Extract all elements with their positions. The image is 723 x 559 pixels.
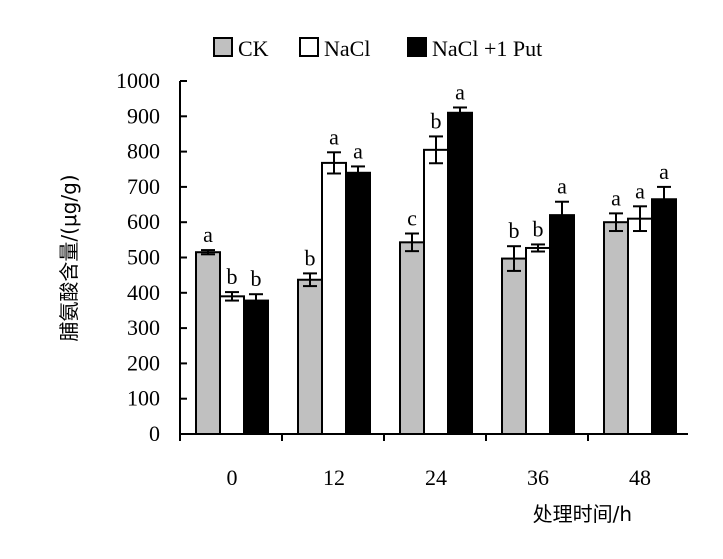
y-tick-label-0: 0 xyxy=(149,421,160,446)
error-bar-3-48 xyxy=(657,185,671,213)
bar-1-24 xyxy=(399,241,425,435)
error-bar-3-0 xyxy=(249,293,263,308)
y-tick-label-500: 500 xyxy=(127,245,160,270)
legend-swatch-2 xyxy=(299,37,319,57)
significance-letter-1-0: a xyxy=(203,222,213,247)
legend-label-3: NaCl +1 Put xyxy=(432,36,542,61)
bar-3-0 xyxy=(243,299,269,436)
x-tick-label-24: 24 xyxy=(425,465,447,490)
significance-letter-1-36: b xyxy=(509,218,520,243)
y-tick-label-300: 300 xyxy=(127,315,160,340)
error-bar-2-12 xyxy=(327,151,341,175)
significance-letter-3-36: a xyxy=(557,174,567,199)
error-bar-2-48 xyxy=(633,205,647,233)
y-tick-label-700: 700 xyxy=(127,174,160,199)
error-bar-1-12 xyxy=(303,272,317,288)
error-bar-3-24 xyxy=(453,106,467,120)
significance-letter-1-12: b xyxy=(305,245,316,270)
error-bar-1-36 xyxy=(507,245,521,272)
y-tick-label-800: 800 xyxy=(127,139,160,164)
y-tick-label-200: 200 xyxy=(127,350,160,375)
significance-letter-1-48: a xyxy=(611,185,621,210)
significance-letter-2-48: a xyxy=(635,178,645,203)
bar-1-48 xyxy=(603,221,629,435)
bar-3-48 xyxy=(651,198,677,435)
bar-2-12 xyxy=(321,161,347,435)
legend: CK NaCl NaCl +1 Put xyxy=(213,36,542,61)
bar-1-0 xyxy=(195,251,221,435)
legend-swatch-1 xyxy=(213,37,233,57)
significance-letter-3-24: a xyxy=(455,79,465,104)
significance-letter-2-24: b xyxy=(431,108,442,133)
error-bar-1-24 xyxy=(405,232,419,253)
error-bar-3-12 xyxy=(351,165,365,181)
bar-3-24 xyxy=(447,111,473,436)
x-tick-label-48: 48 xyxy=(629,465,651,490)
error-bar-2-24 xyxy=(429,135,443,165)
x-tick-label-0: 0 xyxy=(227,465,238,490)
error-bar-1-0 xyxy=(201,249,215,256)
significance-letter-3-12: a xyxy=(353,138,363,163)
y-tick-label-100: 100 xyxy=(127,386,160,411)
significance-letter-2-36: b xyxy=(533,216,544,241)
y-tick-label-400: 400 xyxy=(127,280,160,305)
plot-area: abcbababbabaaaa0100200300400500600700800… xyxy=(116,68,688,490)
error-bar-2-0 xyxy=(225,291,239,302)
significance-letter-3-48: a xyxy=(659,159,669,184)
legend-label-2: NaCl xyxy=(324,36,370,61)
bar-3-12 xyxy=(345,171,371,435)
error-bar-1-48 xyxy=(609,212,623,233)
significance-letter-2-12: a xyxy=(329,124,339,149)
significance-letter-1-24: c xyxy=(407,205,417,230)
bar-2-24 xyxy=(423,148,449,436)
x-tick-label-36: 36 xyxy=(527,465,549,490)
error-bar-3-36 xyxy=(555,200,569,230)
bar-1-36 xyxy=(501,257,527,435)
bar-2-0 xyxy=(219,295,245,435)
bar-2-36 xyxy=(525,246,551,435)
y-tick-label-1000: 1000 xyxy=(116,68,160,93)
bar-2-48 xyxy=(627,217,653,435)
error-bar-2-36 xyxy=(531,243,545,253)
x-tick-label-12: 12 xyxy=(323,465,345,490)
y-tick-label-600: 600 xyxy=(127,209,160,234)
legend-swatch-3 xyxy=(407,37,427,57)
y-tick-label-900: 900 xyxy=(127,103,160,128)
x-axis-label: 处理时间/h xyxy=(533,502,632,526)
significance-letter-2-0: b xyxy=(227,264,238,289)
legend-label-1: CK xyxy=(238,36,269,61)
bar-1-12 xyxy=(297,278,323,436)
y-axis-label: 脯氨酸含量/(μg/g) xyxy=(57,174,81,341)
bar-3-36 xyxy=(549,214,575,435)
significance-letter-3-0: b xyxy=(251,266,262,291)
